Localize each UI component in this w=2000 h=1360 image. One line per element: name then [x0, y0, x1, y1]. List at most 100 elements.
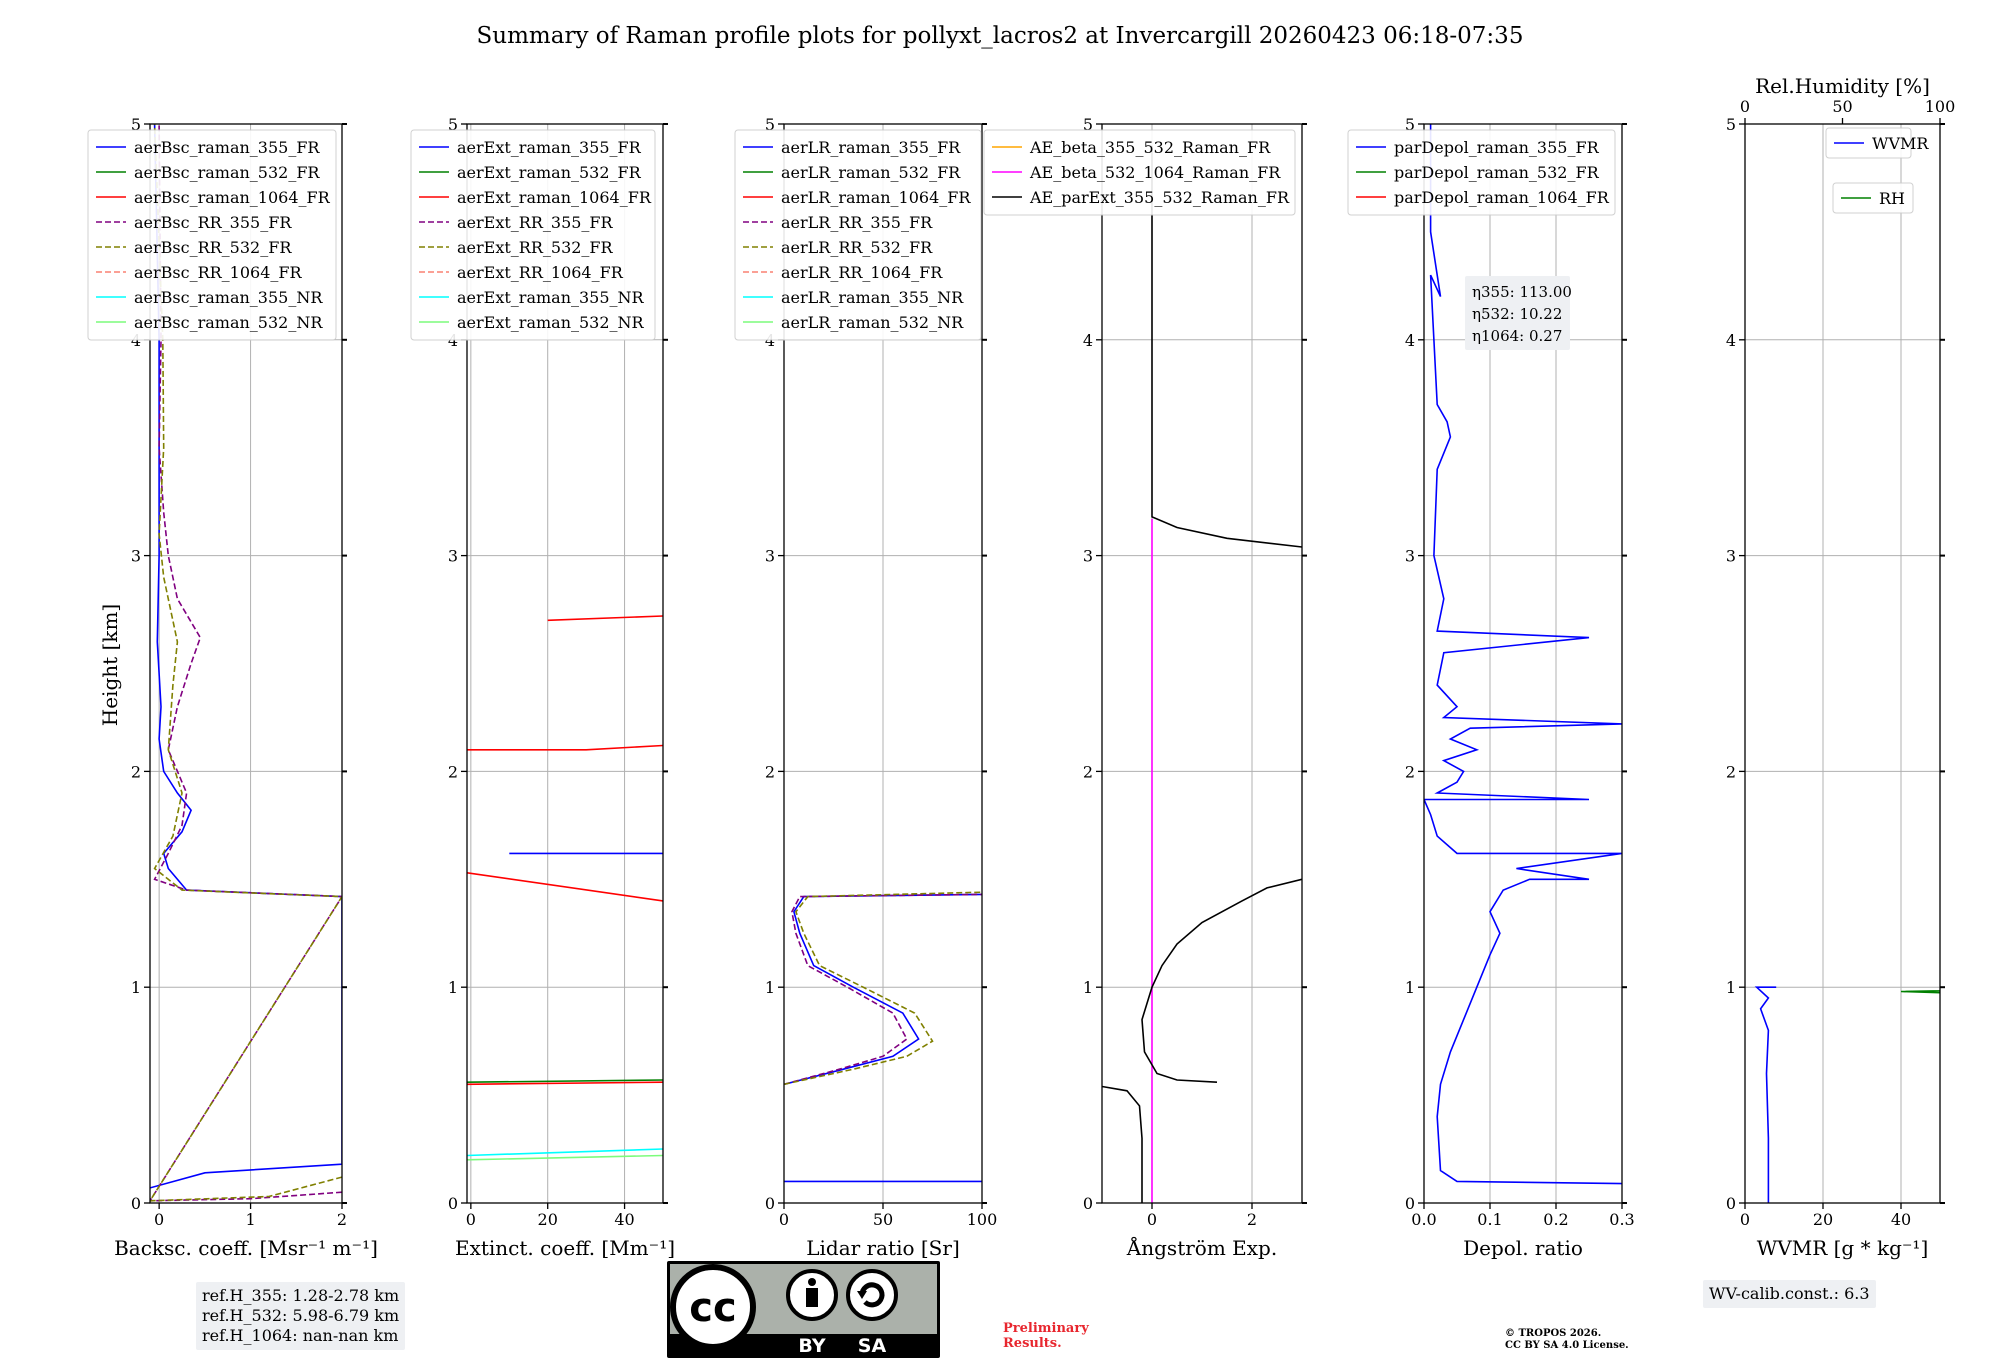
- y-tick-label: 3: [131, 547, 141, 566]
- y-tick-label: 2: [131, 762, 141, 781]
- y-tick-label: 1: [765, 978, 775, 997]
- series-parDepol_raman_355_FR: [1424, 124, 1622, 1185]
- series-AE_parExt_355_532_Raman_FR: [1102, 1085, 1143, 1203]
- axes-frame: [1423, 123, 1623, 1204]
- axes-frame: [466, 123, 664, 1204]
- legend-label: aerLR_raman_1064_FR: [781, 188, 971, 207]
- legend-label: WVMR: [1872, 134, 1929, 153]
- legend-label: aerExt_raman_1064_FR: [457, 188, 652, 207]
- ref-height-532: ref.H_532: 5.98-6.79 km: [202, 1306, 400, 1325]
- legend-label: RH: [1879, 189, 1905, 208]
- y-tick-label: 5: [448, 115, 458, 134]
- x-tick-label: 0.1: [1477, 1210, 1502, 1229]
- x-tick-label: 2: [337, 1210, 347, 1229]
- ref-height-355: ref.H_355: 1.28-2.78 km: [202, 1286, 400, 1305]
- axes-frame: [1101, 123, 1303, 1204]
- legend-label: aerBsc_raman_355_FR: [134, 138, 320, 157]
- copyright-line-2: CC BY SA 4.0 License.: [1505, 1340, 1629, 1351]
- y-tick-label: 4: [1405, 331, 1415, 350]
- y-tick-label: 4: [1726, 331, 1736, 350]
- series-aerBsc_raman_355_FR: [150, 124, 342, 1189]
- x-tick-label: 0: [1740, 1210, 1750, 1229]
- y-tick-label: 2: [448, 762, 458, 781]
- cc-text: cc: [689, 1285, 736, 1331]
- y-tick-label: 2: [1726, 762, 1736, 781]
- series-aerBsc_RR_355_FR: [150, 124, 342, 1202]
- x-tick-label: 0: [779, 1210, 789, 1229]
- legend-label: aerExt_RR_1064_FR: [457, 263, 624, 282]
- y-tick-label: 3: [1405, 547, 1415, 566]
- legend-label: aerLR_RR_355_FR: [781, 213, 933, 232]
- legend-box: [1832, 182, 1914, 214]
- series-group: [150, 124, 342, 1202]
- panel-wv: 0 20 40 0 1 2 3 4 5 WVMR [g * kg⁻¹] 0 50 100Rel.Humi…: [1726, 74, 1956, 1260]
- y-tick-label: 2: [1083, 762, 1093, 781]
- x2-tick-label: 0: [1740, 97, 1750, 116]
- series-aerBsc_RR_532_FR: [150, 124, 342, 1202]
- x-tick-label: 2: [1247, 1210, 1257, 1229]
- y-tick-label: 1: [1405, 978, 1415, 997]
- y-tick-label: 0: [131, 1194, 141, 1213]
- y-tick-label: 3: [448, 547, 458, 566]
- legend-label: aerBsc_RR_1064_FR: [134, 263, 303, 282]
- x-axis-label: Backsc. coeff. [Msr⁻¹ m⁻¹]: [114, 1236, 378, 1260]
- legend-label: aerLR_RR_1064_FR: [781, 263, 943, 282]
- axes-frame: [149, 123, 343, 1204]
- x-tick-label: 1: [245, 1210, 255, 1229]
- legend-label: aerExt_raman_355_FR: [457, 138, 642, 157]
- legend-label: aerExt_RR_355_FR: [457, 213, 614, 232]
- series-group: [1102, 145, 1302, 1203]
- legend-label: parDepol_raman_532_FR: [1394, 163, 1600, 182]
- by-text: BY: [798, 1335, 825, 1357]
- wv-calib-box: WV-calib.const.: 6.3: [1703, 1280, 1876, 1308]
- x2-tick-label: 50: [1832, 97, 1852, 116]
- legend-box: [1825, 127, 1912, 159]
- series-group: [784, 891, 982, 1183]
- x-axis-label: Extinct. coeff. [Mm⁻¹]: [455, 1236, 675, 1260]
- legend-label: aerLR_raman_532_NR: [781, 313, 964, 332]
- legend-label: aerBsc_raman_532_NR: [134, 313, 323, 332]
- legend-box: [1347, 129, 1616, 216]
- panel-bsc: 012012345Backsc. coeff. [Msr⁻¹ m⁻¹]aerBs…: [87, 115, 378, 1260]
- legend-label: aerExt_raman_532_NR: [457, 313, 645, 332]
- legend-box: [983, 129, 1296, 216]
- x-tick-label: 0: [154, 1210, 164, 1229]
- legend-depol: parDepol_raman_355_FR parDepol_raman_532_…: [1347, 129, 1616, 216]
- y-tick-label: 0: [765, 1194, 775, 1213]
- y-tick-label: 3: [1083, 547, 1093, 566]
- x-tick-label: 40: [1891, 1210, 1911, 1229]
- legend-box: [87, 129, 337, 341]
- copyright-line-1: © TROPOS 2026.: [1505, 1328, 1602, 1339]
- y-tick-label: 3: [765, 547, 775, 566]
- y-tick-label: 2: [1405, 762, 1415, 781]
- y-tick-label: 1: [448, 978, 458, 997]
- legend-bsc: aerBsc_raman_355_FR aerBsc_raman_532_FRae…: [87, 129, 337, 341]
- y-tick-label: 5: [765, 115, 775, 134]
- legend-box: [734, 129, 982, 341]
- preliminary-note: Preliminary Results.: [1003, 1321, 1123, 1351]
- y-tick-label: 2: [765, 762, 775, 781]
- series-AE_parExt_355_532_Raman_FR: [1151, 145, 1302, 548]
- legend-label: aerLR_raman_532_FR: [781, 163, 961, 182]
- legend-lr: aerLR_raman_355_FR aerLR_raman_532_FR aerL…: [734, 129, 982, 341]
- legend-wv: WVMR RH: [1825, 127, 1929, 214]
- ref-height-box: ref.H_355: 1.28-2.78 km ref.H_532: 5.98-…: [196, 1282, 406, 1350]
- y-tick-label: 0: [448, 1194, 458, 1213]
- series-group: [1424, 124, 1622, 1185]
- x-tick-label: 0: [1147, 1210, 1157, 1229]
- legend-ae: AE_beta_355_532_Raman_FR AE_beta_532_1064…: [983, 129, 1296, 216]
- series-aerExt_raman_532_NR: [467, 1154, 663, 1161]
- depol-eta-box: η355: 113.00 η532: 10.22 η1064: 0.27: [1465, 276, 1572, 350]
- legend-label: aerExt_RR_532_FR: [457, 238, 614, 257]
- legend-box: [410, 129, 656, 341]
- x-tick-label: 50: [873, 1210, 893, 1229]
- x-tick-label: 0.3: [1609, 1210, 1634, 1229]
- x2-tick-label: 100: [1925, 97, 1956, 116]
- y-tick-label: 1: [1083, 978, 1093, 997]
- series-AE_parExt_355_532_Raman_FR: [1141, 878, 1302, 1083]
- y-tick-label: 0: [1083, 1194, 1093, 1213]
- legend-label: aerExt_raman_532_FR: [457, 163, 642, 182]
- y-tick-label: 5: [131, 115, 141, 134]
- panel-lr: 050100012345Lidar ratio [Sr]aerLR_raman_…: [734, 115, 997, 1260]
